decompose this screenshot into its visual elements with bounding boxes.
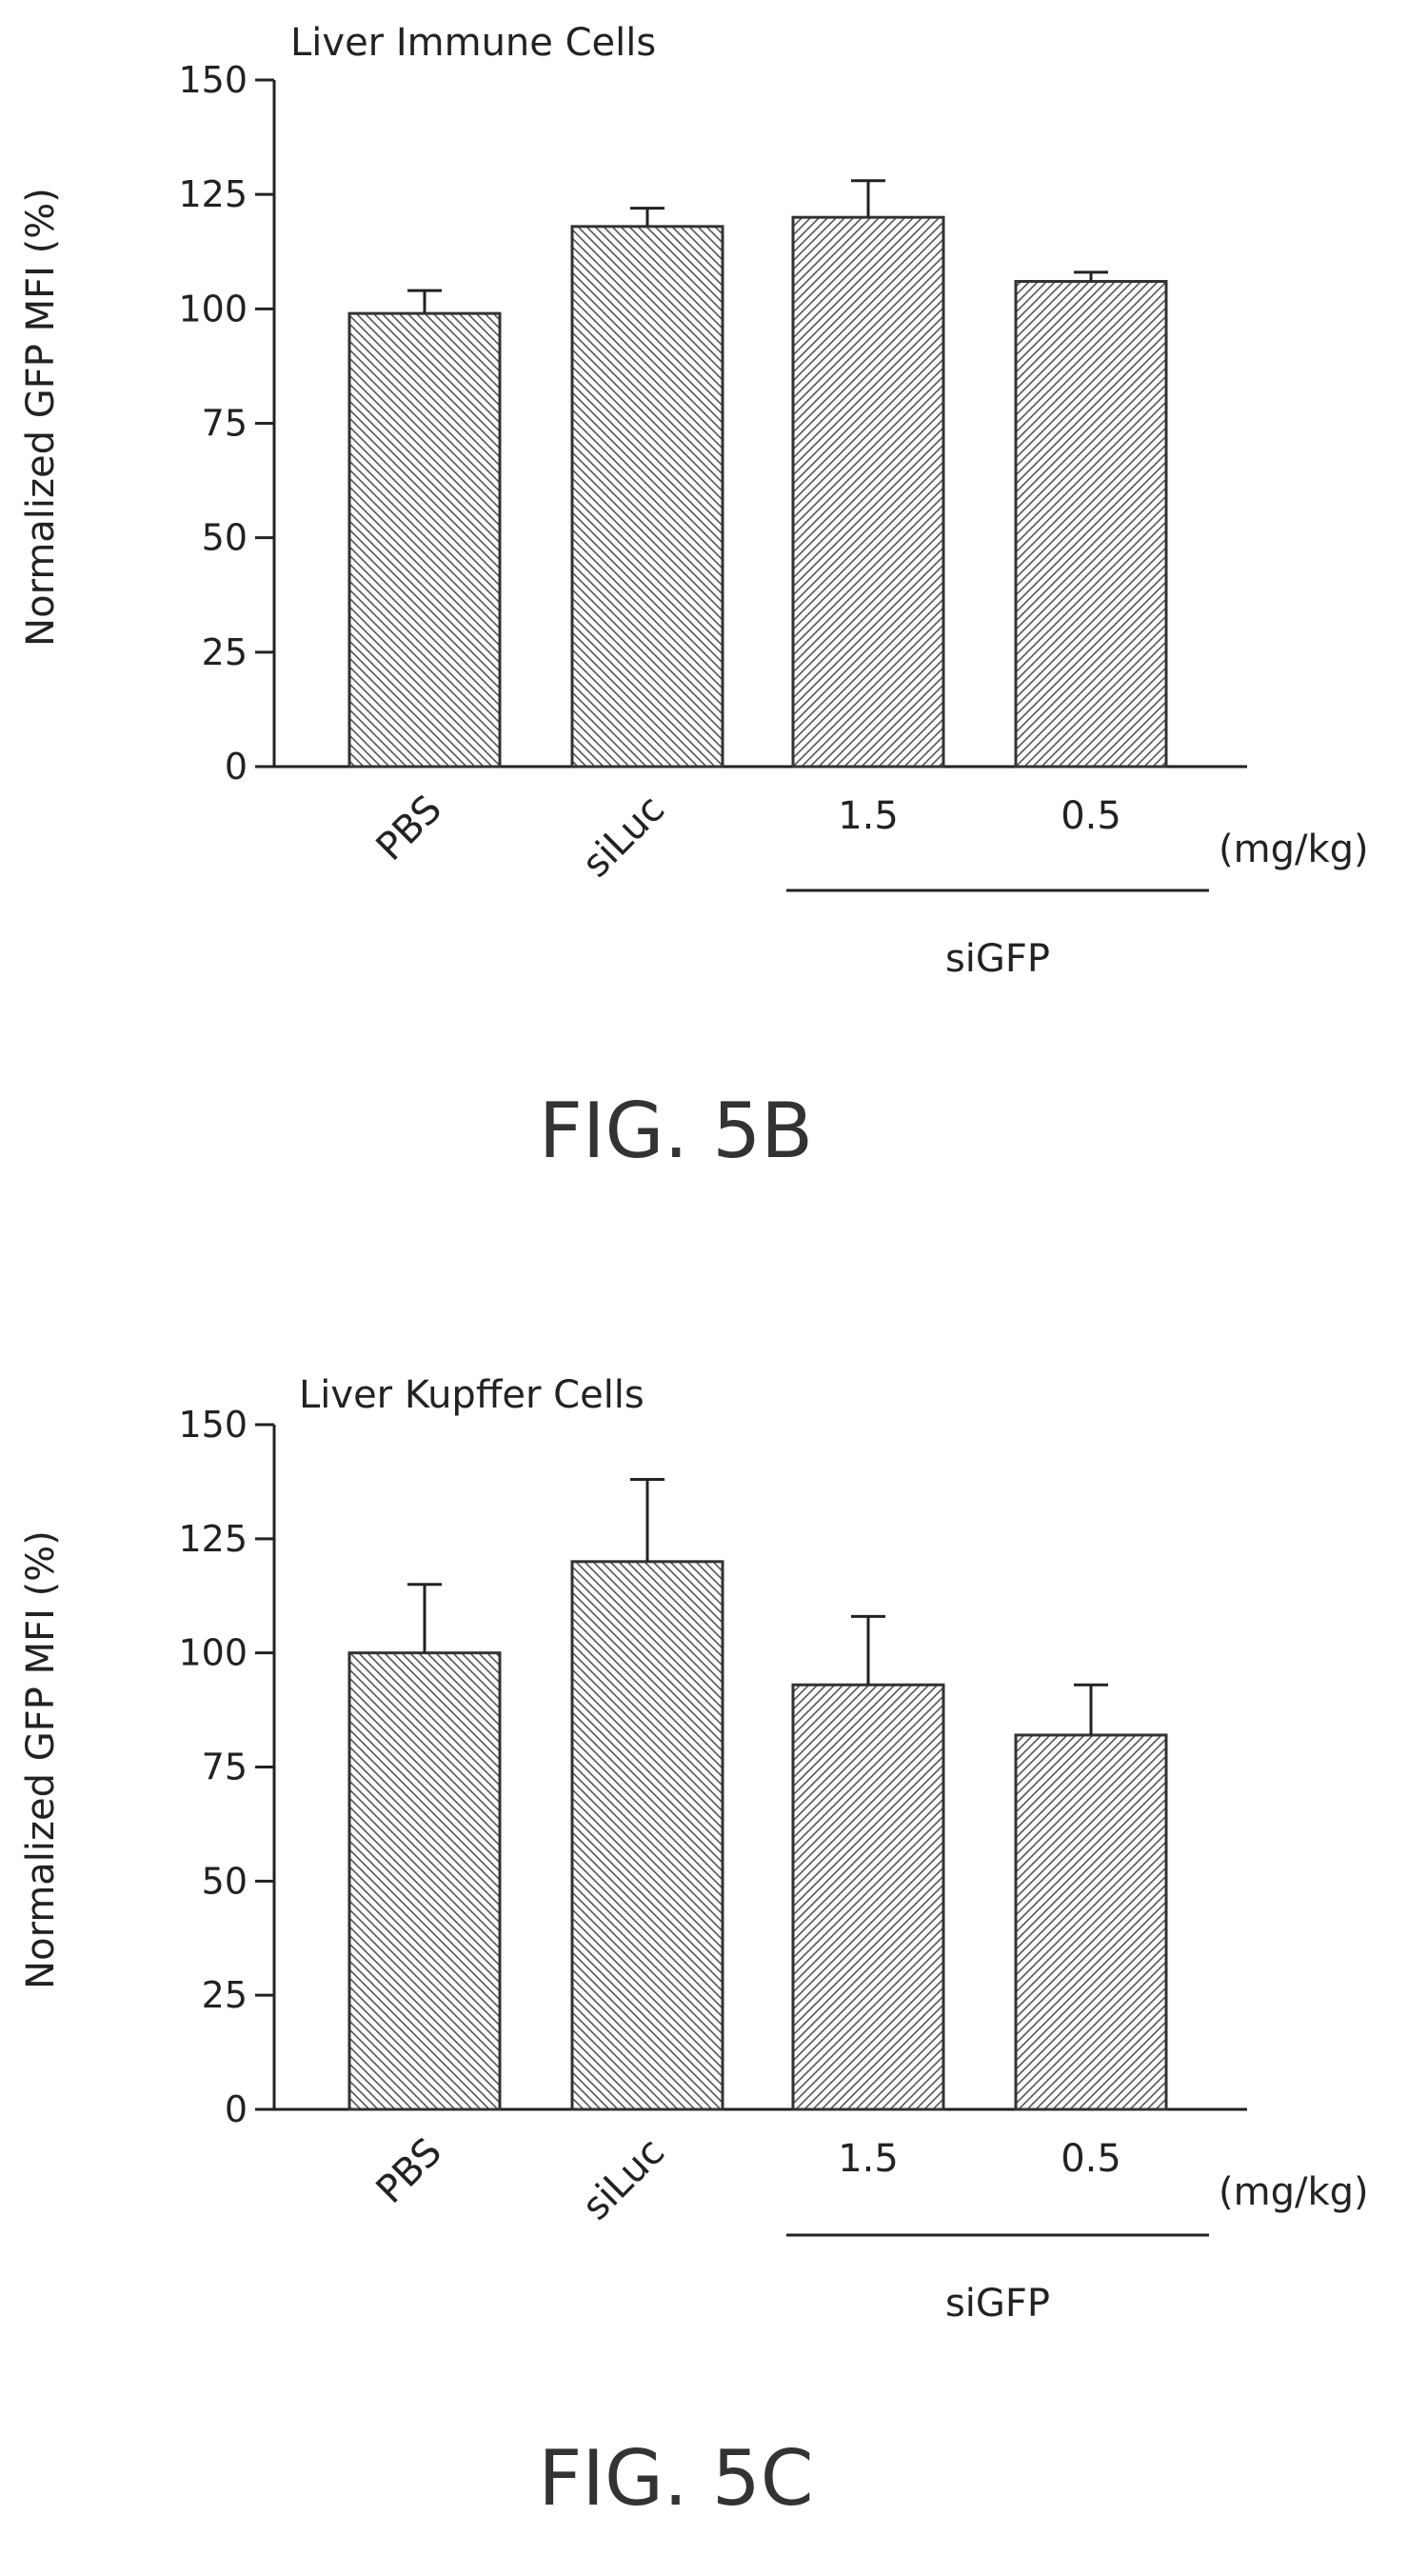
y-tick-label: 150 — [178, 59, 248, 101]
category-label: 1.5 — [838, 794, 899, 838]
y-tick-label: 25 — [202, 631, 248, 673]
bar-05 — [1014, 279, 1168, 769]
bar-siLuc — [570, 1560, 724, 2111]
chart-5b: Liver Immune Cells Normalized GFP MFI (%… — [19, 21, 1369, 1175]
group-label: siGFP — [945, 2282, 1050, 2326]
bar-PBS — [347, 311, 502, 769]
y-tick-label: 75 — [202, 1747, 248, 1788]
y-tick-label: 75 — [202, 403, 248, 445]
y-tick-label: 150 — [178, 1404, 248, 1446]
category-label: 0.5 — [1061, 794, 1121, 838]
y-ticks: 0 25 50 75 100 125 150 — [178, 59, 274, 788]
category-label: 0.5 — [1061, 2137, 1121, 2181]
y-axis-label: Normalized GFP MFI (%) — [19, 188, 63, 647]
y-tick-label: 0 — [225, 2088, 248, 2130]
group-label: siGFP — [945, 937, 1050, 981]
y-tick-label: 25 — [202, 1974, 248, 2016]
bar-15 — [791, 1683, 945, 2111]
y-tick-label: 50 — [202, 517, 248, 559]
category-labels: PBS siLuc 1.5 0.5 — [368, 2130, 1121, 2229]
y-axis: 0 25 50 75 100 125 150 — [178, 1404, 276, 2130]
figure-caption: FIG. 5C — [538, 2434, 813, 2523]
bars — [347, 1478, 1168, 2111]
category-label: siLuc — [574, 2130, 673, 2229]
category-label: siLuc — [574, 788, 673, 887]
bar-15 — [791, 215, 945, 769]
chart-5c: Liver Kupffer Cells Normalized GFP MFI (… — [19, 1373, 1369, 2523]
y-tick-label: 0 — [225, 746, 248, 788]
bar-05 — [1014, 1733, 1168, 2111]
unit-label: (mg/kg) — [1219, 2170, 1369, 2214]
y-axis: 0 25 50 75 100 125 150 — [178, 59, 276, 788]
bar-PBS — [347, 1651, 502, 2111]
bar-siLuc — [570, 225, 724, 769]
category-labels: PBS siLuc 1.5 0.5 — [368, 788, 1121, 887]
chart-title: Liver Kupffer Cells — [299, 1373, 645, 1417]
y-tick-label: 100 — [178, 288, 248, 329]
y-tick-label: 125 — [178, 173, 248, 215]
figure-caption: FIG. 5B — [539, 1087, 813, 1175]
chart-title: Liver Immune Cells — [290, 21, 656, 65]
unit-label: (mg/kg) — [1219, 828, 1369, 871]
category-label: PBS — [368, 788, 450, 869]
category-label: PBS — [368, 2130, 450, 2212]
y-ticks: 0 25 50 75 100 125 150 — [178, 1404, 274, 2130]
y-tick-label: 100 — [178, 1632, 248, 1674]
category-label: 1.5 — [838, 2137, 899, 2181]
y-axis-label: Normalized GFP MFI (%) — [19, 1530, 63, 1989]
y-tick-label: 125 — [178, 1518, 248, 1560]
y-tick-label: 50 — [202, 1860, 248, 1902]
bars — [347, 179, 1168, 769]
